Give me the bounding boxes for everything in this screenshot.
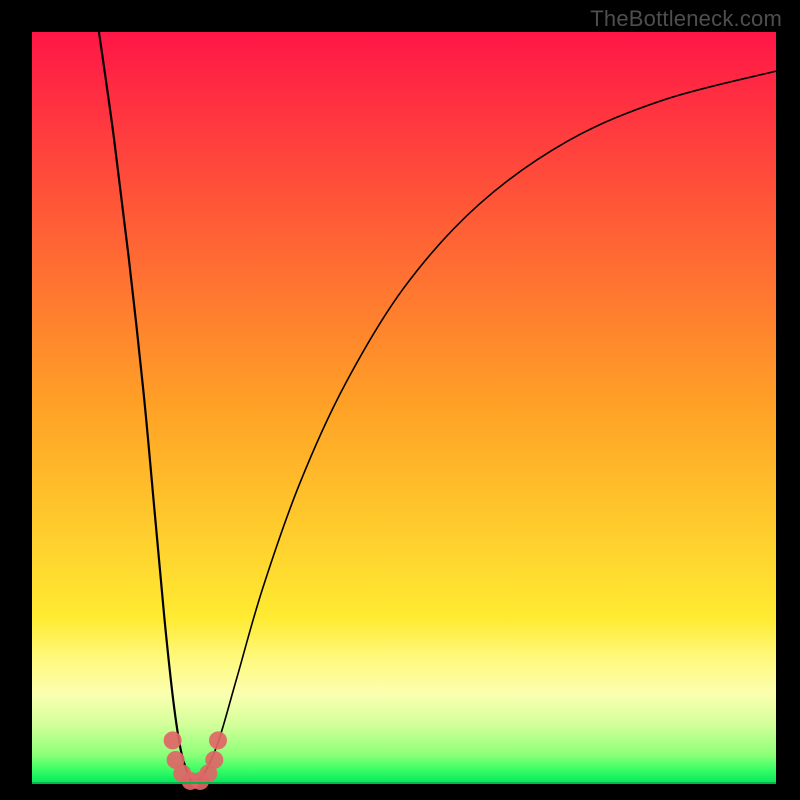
curve-min-marker xyxy=(164,731,182,749)
curve-left-branch xyxy=(99,32,192,783)
curve-right-branch xyxy=(192,71,776,782)
curve-min-markers xyxy=(164,731,227,790)
curve-min-marker xyxy=(209,731,227,749)
curve-min-marker xyxy=(205,751,223,769)
bottleneck-curve-svg xyxy=(0,0,800,800)
